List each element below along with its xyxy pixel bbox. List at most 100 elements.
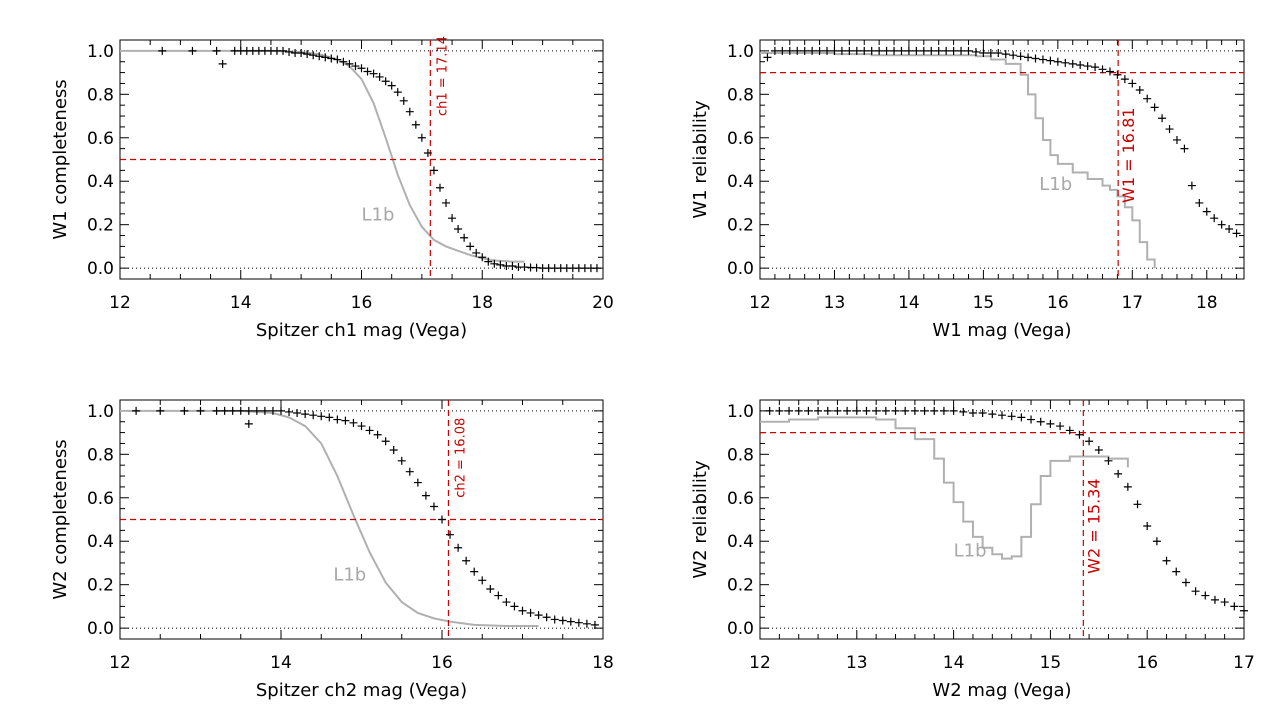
data-point: [510, 602, 519, 611]
y-tick-label: 0.6: [727, 489, 754, 509]
y-tick-label: 0.8: [87, 85, 114, 105]
data-point: [550, 615, 559, 624]
data-point: [502, 598, 511, 607]
x-tick-label: 16: [1136, 653, 1158, 673]
data-point: [582, 619, 591, 628]
data-point: [381, 437, 390, 446]
y-tick-label: 0.6: [87, 489, 114, 509]
x-tick-label: 16: [431, 653, 453, 673]
data-point: [901, 406, 910, 415]
data-point: [381, 77, 390, 86]
data-point: [375, 72, 384, 81]
x-tick-label: 14: [898, 293, 920, 313]
magnitude-cut-label: ch1 = 17.14: [435, 36, 450, 116]
data-point: [1085, 437, 1094, 446]
data-point: [317, 412, 326, 421]
y-tick-label: 1.0: [727, 42, 754, 62]
x-tick-label: 16: [351, 293, 373, 313]
x-axis-label: W2 mag (Vega): [932, 680, 1071, 701]
data-point: [793, 46, 802, 55]
l1b-label: L1b: [333, 564, 366, 585]
data-point: [472, 248, 481, 257]
y-axis-label: W1 completeness: [50, 79, 71, 239]
data-point: [934, 46, 943, 55]
data-point: [1143, 522, 1152, 531]
data-point: [1031, 54, 1040, 63]
data-point: [998, 411, 1006, 420]
magnitude-cut-label: ch2 = 16.08: [453, 418, 468, 498]
data-point: [852, 406, 861, 415]
data-point: [592, 264, 601, 273]
x-tick-label: 12: [109, 293, 131, 313]
data-point: [1091, 63, 1100, 72]
data-point: [180, 406, 189, 415]
y-tick-label: 0.0: [727, 619, 754, 639]
data-point: [1128, 79, 1137, 88]
data-point: [1113, 70, 1122, 79]
data-point: [1202, 207, 1211, 216]
data-point: [442, 198, 451, 207]
data-point: [351, 62, 360, 71]
data-point: [845, 46, 854, 55]
plot-frame: [759, 39, 1245, 280]
data-point: [1165, 125, 1174, 134]
y-tick-label: 0.4: [87, 532, 114, 552]
data-point: [454, 225, 463, 234]
data-point: [1009, 51, 1018, 60]
magnitude-cut-label: W1 = 16.81: [1119, 108, 1138, 203]
data-point: [389, 445, 398, 454]
data-point: [478, 576, 487, 585]
y-tick-label: 0.8: [727, 85, 754, 105]
data-point: [919, 46, 928, 55]
data-point: [285, 407, 294, 416]
x-tick-label: 18: [1196, 293, 1218, 313]
data-point: [252, 406, 261, 415]
data-point: [942, 46, 951, 55]
data-point: [814, 406, 823, 415]
magnitude-cut-label: W2 = 15.34: [1084, 478, 1103, 573]
data-point: [971, 47, 980, 56]
data-point: [794, 406, 803, 415]
data-point: [927, 46, 936, 55]
data-point: [260, 406, 269, 415]
x-tick-label: 15: [973, 293, 995, 313]
x-tick-label: 12: [749, 653, 771, 673]
data-point: [429, 502, 438, 511]
data-point: [309, 51, 318, 60]
data-point: [1105, 67, 1114, 76]
x-tick-label: 13: [846, 653, 868, 673]
data-point: [268, 406, 277, 415]
data-point: [994, 49, 1003, 58]
data-point: [387, 81, 396, 90]
data-point: [333, 55, 342, 64]
data-point: [904, 46, 913, 55]
data-point: [1181, 578, 1190, 587]
y-tick-label: 0.6: [727, 129, 754, 149]
data-point: [333, 415, 342, 424]
data-point: [188, 46, 197, 55]
data-point: [1065, 426, 1074, 435]
data-point: [297, 49, 306, 58]
data-point: [1017, 413, 1026, 422]
data-point: [765, 406, 774, 415]
l1b-curve: [760, 416, 1129, 560]
data-point: [1232, 229, 1241, 238]
data-point: [558, 616, 567, 625]
data-point: [833, 406, 842, 415]
data-point: [462, 556, 471, 565]
y-tick-label: 1.0: [87, 42, 114, 62]
data-point: [321, 53, 330, 62]
data-point: [1143, 94, 1152, 103]
data-point: [785, 406, 794, 415]
x-tick-label: 13: [824, 293, 846, 313]
data-point: [413, 478, 422, 487]
data-point: [212, 406, 221, 415]
data-point: [1036, 417, 1045, 426]
data-point: [1053, 57, 1062, 66]
data-point: [417, 133, 426, 142]
data-point: [1172, 567, 1181, 576]
data-point: [778, 46, 787, 55]
data-point: [1075, 430, 1084, 439]
data-point: [986, 49, 995, 58]
data-point: [429, 166, 438, 175]
